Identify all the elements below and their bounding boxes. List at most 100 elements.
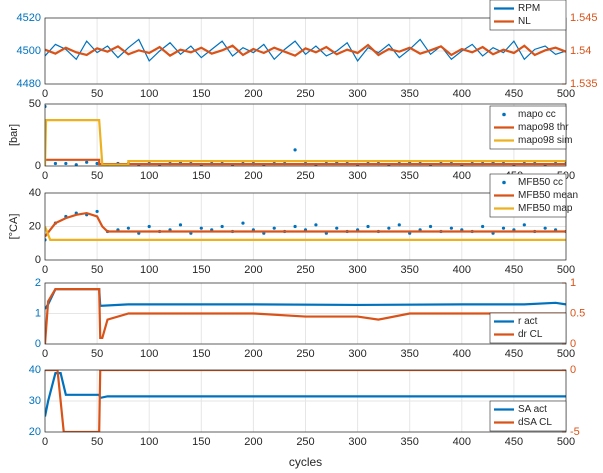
y-tick-label: 40 — [29, 187, 41, 199]
x-axis-label: cycles — [289, 455, 322, 469]
data-line — [45, 158, 566, 166]
y2-tick-label: 1.545 — [570, 12, 598, 24]
y2-tick-label: 1.54 — [570, 45, 591, 57]
axes-box — [44, 192, 567, 261]
x-tick-label: 100 — [140, 170, 158, 182]
y-tick-label: 50 — [29, 98, 41, 110]
x-tick-label: 500 — [557, 264, 575, 276]
legend-label: RPM — [518, 3, 540, 14]
x-tick-label: 150 — [192, 348, 210, 360]
x-tick-label: 250 — [296, 348, 314, 360]
x-tick-label: 50 — [91, 264, 103, 276]
data-point — [45, 104, 47, 109]
x-tick-label: 0 — [42, 88, 48, 100]
legend-box — [489, 312, 567, 344]
x-tick-label: 50 — [91, 348, 103, 360]
legend-box — [489, 0, 567, 31]
x-tick-label: 100 — [140, 264, 158, 276]
data-line — [45, 372, 566, 417]
data-point — [314, 223, 318, 227]
legend-label: dSA CL — [518, 417, 552, 428]
x-tick-label: 50 — [91, 436, 103, 448]
x-tick-label: 150 — [192, 170, 210, 182]
data-point — [199, 226, 203, 230]
legend-label: MFB50 cc — [518, 177, 563, 188]
y-tick-label: 0 — [35, 338, 41, 350]
x-tick-label: 500 — [557, 436, 575, 448]
x-tick-label: 150 — [192, 436, 210, 448]
data-point — [522, 223, 526, 227]
x-tick-label: 450 — [505, 348, 523, 360]
x-tick-label: 0 — [42, 436, 48, 448]
legend-marker — [502, 112, 506, 117]
x-tick-label: 400 — [453, 348, 471, 360]
data-line — [45, 288, 566, 344]
x-tick-label: 0 — [42, 264, 48, 276]
legend-label: mapo cc — [518, 109, 556, 120]
legend-label: MFB50 mean — [518, 190, 578, 201]
y-tick-label: 30 — [29, 395, 41, 407]
x-tick-label: 300 — [348, 88, 366, 100]
x-tick-label: 350 — [401, 348, 419, 360]
y-axis-label: [°CA] — [8, 214, 20, 240]
x-tick-label: 350 — [401, 88, 419, 100]
y-tick-label: 0 — [35, 254, 41, 266]
axes-box — [44, 17, 567, 85]
x-tick-label: 250 — [296, 436, 314, 448]
y2-tick-label: 1 — [570, 277, 576, 289]
y-tick-label: 20 — [29, 220, 41, 232]
legend-label: mapo98 sim — [518, 135, 572, 146]
x-tick-label: 0 — [42, 170, 48, 182]
data-point — [74, 163, 78, 166]
data-line — [45, 211, 566, 238]
x-tick-label: 250 — [296, 170, 314, 182]
x-tick-label: 50 — [91, 88, 103, 100]
x-tick-label: 150 — [192, 88, 210, 100]
x-tick-label: 350 — [401, 264, 419, 276]
y-tick-label: 20 — [29, 426, 41, 438]
x-tick-label: 100 — [140, 436, 158, 448]
series-group — [45, 38, 566, 62]
series-group — [45, 288, 566, 344]
y2-tick-label: 0 — [570, 338, 576, 350]
data-line — [45, 226, 566, 241]
y-tick-label: 0 — [35, 160, 41, 172]
y-axis-label: [bar] — [8, 124, 20, 146]
data-line — [45, 43, 566, 57]
legend-label: r act — [518, 316, 538, 327]
data-point — [387, 226, 391, 230]
data-point — [428, 224, 433, 229]
data-point — [53, 161, 58, 166]
x-tick-label: 200 — [244, 170, 262, 182]
data-point — [449, 226, 453, 230]
x-tick-label: 100 — [140, 88, 158, 100]
x-tick-label: 350 — [401, 436, 419, 448]
series-group — [45, 370, 566, 432]
x-tick-label: 200 — [244, 88, 262, 100]
x-tick-label: 500 — [557, 348, 575, 360]
data-point — [95, 209, 99, 214]
series-group — [45, 209, 566, 242]
data-point — [45, 238, 47, 242]
data-point — [293, 224, 297, 229]
y2-tick-label: 0 — [570, 364, 576, 376]
data-point — [64, 161, 68, 166]
data-point — [272, 226, 276, 230]
x-tick-label: 50 — [91, 170, 103, 182]
legend-box — [489, 400, 567, 432]
data-point — [220, 224, 224, 229]
x-tick-label: 300 — [348, 264, 366, 276]
x-tick-label: 250 — [296, 88, 314, 100]
y-tick-label: 4520 — [17, 12, 41, 24]
x-tick-label: 100 — [140, 348, 158, 360]
data-point — [147, 224, 151, 229]
x-tick-label: 400 — [453, 88, 471, 100]
y-tick-label: 2 — [35, 277, 41, 289]
y-tick-label: 1 — [35, 307, 41, 319]
x-tick-label: 150 — [192, 264, 210, 276]
x-tick-label: 0 — [42, 348, 48, 360]
x-tick-label: 300 — [348, 348, 366, 360]
x-tick-label: 450 — [505, 88, 523, 100]
data-point — [335, 226, 339, 230]
